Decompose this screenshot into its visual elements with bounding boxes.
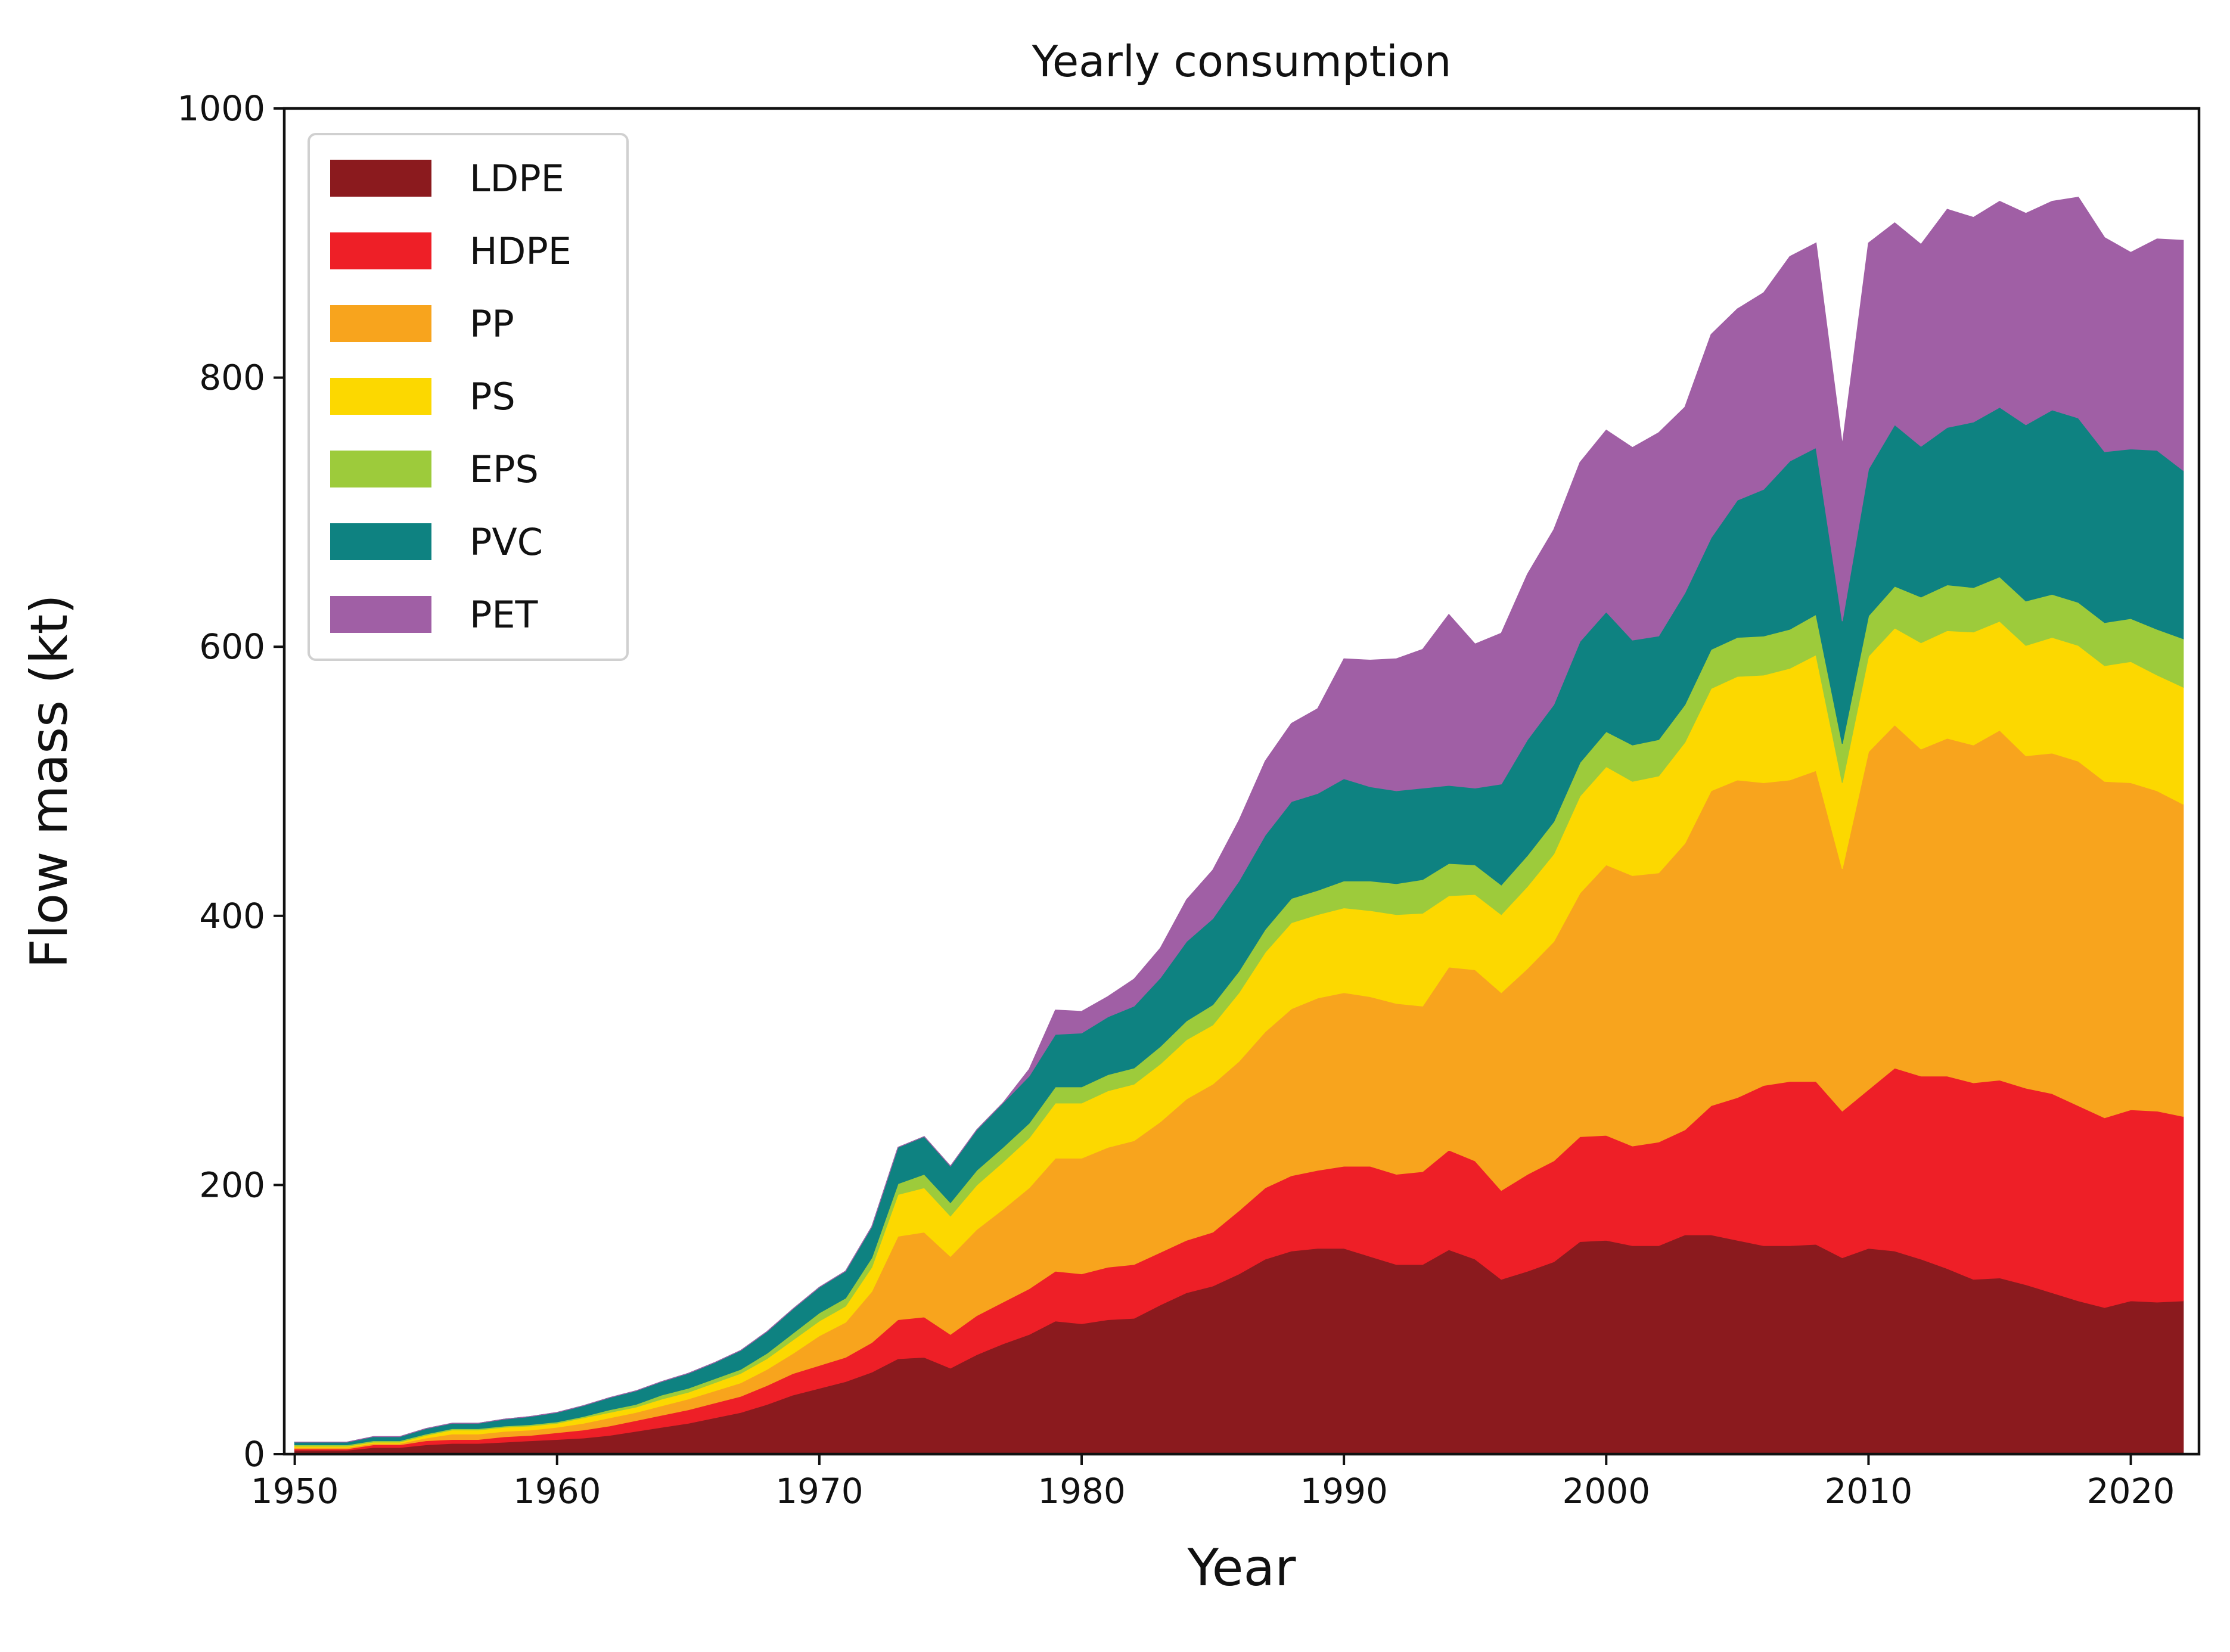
chart-title: Yearly consumption (1031, 36, 1451, 86)
y-tick-label: 1000 (177, 88, 265, 129)
legend-swatch-ldpe (330, 160, 431, 197)
legend: LDPE HDPE PP PS EPS PVC PET (308, 133, 629, 661)
x-tick-label: 1970 (775, 1471, 864, 1511)
areas-layer (294, 197, 2184, 1455)
legend-swatch-pet (330, 596, 431, 633)
y-tick-label: 800 (199, 358, 265, 398)
legend-swatch-hdpe (330, 232, 431, 269)
legend-swatch-pvc (330, 523, 431, 560)
legend-label-ldpe: LDPE (470, 157, 564, 200)
legend-swatch-eps (330, 451, 431, 487)
legend-label-pet: PET (470, 593, 539, 636)
area-pet (294, 197, 2184, 1443)
y-tick-label: 200 (199, 1165, 265, 1205)
y-tick-label: 400 (199, 896, 265, 936)
x-tick-label: 1990 (1300, 1471, 1388, 1511)
y-tick-label: 600 (199, 626, 265, 667)
legend-label-pp: PP (470, 302, 514, 346)
legend-label-eps: EPS (470, 448, 539, 491)
legend-label-ps: PS (470, 375, 515, 418)
x-tick-label: 1950 (251, 1471, 339, 1511)
y-axis-title: Flow mass (kt) (20, 594, 79, 968)
x-tick-label: 1960 (513, 1471, 601, 1511)
legend-label-pvc: PVC (470, 520, 543, 564)
x-tick-label: 2000 (1562, 1471, 1650, 1511)
x-tick-label: 1980 (1038, 1471, 1126, 1511)
x-axis-title: Year (1187, 1538, 1296, 1598)
ticks-layer: 1950 1960 1970 1980 1990 2000 2010 2020 0 200 400 6… (177, 88, 2175, 1511)
x-tick-label: 2010 (1825, 1471, 1913, 1511)
y-tick-label: 0 (243, 1434, 265, 1474)
legend-swatch-ps (330, 378, 431, 415)
legend-label-hdpe: HDPE (470, 229, 572, 273)
plot-frame (282, 107, 2201, 1456)
x-tick-label: 2020 (2087, 1471, 2175, 1511)
legend-swatch-pp (330, 305, 431, 342)
